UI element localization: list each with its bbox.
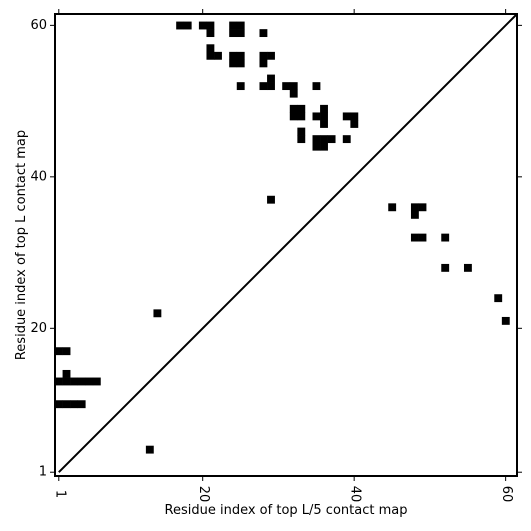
- contact-cell-top-l: [342, 135, 351, 144]
- contact-cell-top-l: [206, 44, 215, 53]
- contact-cell-top-l: [320, 120, 328, 128]
- contact-cell-top-l5: [55, 377, 63, 386]
- contact-cell-top-l: [282, 82, 291, 91]
- contact-cell-top-l5: [410, 233, 419, 242]
- contact-cell-top-l5: [494, 294, 503, 303]
- contact-cell-top-l5: [418, 233, 427, 242]
- contact-cell-top-l: [183, 21, 192, 30]
- contact-cell-top-l: [297, 127, 306, 136]
- contact-cell-top-l: [259, 51, 268, 60]
- contact-cell-top-l: [206, 29, 215, 38]
- contact-cell-top-l: [236, 59, 245, 68]
- contact-cell-top-l: [350, 112, 359, 121]
- contact-cell-top-l: [198, 21, 207, 30]
- contact-cell-top-l: [312, 142, 321, 151]
- contact-cell-top-l5: [77, 400, 86, 409]
- y-axis-title: Residue index of top L contact map: [14, 130, 29, 360]
- plot-frame: [54, 13, 518, 477]
- contact-cell-top-l: [289, 104, 298, 113]
- contact-cell-top-l: [267, 51, 275, 60]
- contact-cell-top-l: [350, 120, 359, 128]
- contact-cell-top-l5: [62, 377, 71, 386]
- y-tick-label: 60: [30, 18, 47, 33]
- contact-cell-top-l5: [418, 203, 427, 212]
- contact-cells: [55, 21, 510, 454]
- y-tick-label: 40: [30, 169, 47, 184]
- contact-cell-top-l: [289, 82, 298, 91]
- contact-cell-top-l5: [70, 400, 79, 409]
- y-tick-label: 20: [30, 321, 47, 336]
- contact-cell-top-l5: [145, 445, 154, 454]
- contact-cell-top-l: [214, 51, 222, 60]
- contact-cell-top-l5: [410, 210, 419, 219]
- contact-cell-top-l: [229, 51, 238, 60]
- contact-cell-top-l: [297, 112, 306, 121]
- diagonal-line: [58, 13, 518, 473]
- contact-cell-top-l5: [410, 203, 419, 212]
- contact-cell-top-l5: [55, 400, 63, 409]
- contact-cell-top-l: [320, 112, 328, 121]
- x-tick-label: 40: [348, 486, 363, 503]
- contact-cell-top-l: [236, 82, 245, 91]
- contact-cell-top-l5: [77, 377, 86, 386]
- y-tick-label: 1: [39, 465, 47, 480]
- contact-cell-top-l: [297, 104, 306, 113]
- contact-cell-top-l5: [501, 316, 510, 325]
- contact-cell-top-l: [312, 82, 321, 91]
- contact-cell-top-l: [229, 59, 238, 68]
- x-tick-label: 1: [52, 490, 67, 498]
- contact-cell-top-l5: [92, 377, 101, 386]
- contact-cell-top-l5: [85, 377, 94, 386]
- x-tick-label: 60: [499, 486, 514, 503]
- contact-cell-top-l: [267, 74, 275, 83]
- contact-cell-top-l5: [463, 263, 472, 272]
- contact-cell-top-l5: [62, 347, 71, 356]
- contact-cell-top-l: [289, 89, 298, 98]
- contact-cell-top-l: [312, 135, 321, 144]
- contact-cell-top-l5: [62, 369, 71, 378]
- contact-cell-top-l5: [441, 233, 450, 242]
- contact-cell-top-l: [176, 21, 185, 30]
- contact-cell-top-l5: [153, 309, 162, 318]
- contact-cell-top-l: [327, 135, 336, 144]
- contact-cell-top-l: [312, 112, 321, 121]
- contact-cell-top-l: [259, 82, 268, 91]
- contact-cell-top-l5: [441, 263, 450, 272]
- contact-cell-top-l5: [55, 347, 63, 356]
- contact-cell-top-l: [320, 142, 328, 151]
- contact-cell-top-l5: [388, 203, 397, 212]
- contact-cell-top-l: [320, 104, 328, 113]
- contact-cell-top-l: [259, 29, 268, 38]
- contact-cell-top-l: [297, 135, 306, 144]
- contact-cell-top-l: [229, 21, 238, 30]
- contact-cell-top-l: [206, 51, 215, 60]
- contact-cell-top-l: [342, 112, 351, 121]
- x-tick-label: 20: [196, 486, 211, 503]
- contact-cell-top-l: [236, 29, 245, 38]
- contact-cell-top-l: [289, 112, 298, 121]
- contact-cell-top-l: [236, 21, 245, 30]
- contact-cell-top-l: [236, 51, 245, 60]
- contact-cell-top-l: [320, 135, 328, 144]
- contact-cell-top-l: [267, 195, 275, 204]
- contact-cell-top-l: [206, 21, 215, 30]
- axis-ticks: 1 20 40 60 1 20 40 60: [30, 9, 522, 502]
- contact-cell-top-l: [267, 82, 275, 91]
- x-axis-title: Residue index of top L/5 contact map: [165, 503, 408, 518]
- contact-cell-top-l5: [62, 400, 71, 409]
- contact-cell-top-l: [259, 59, 268, 68]
- contact-cell-top-l: [229, 29, 238, 38]
- contact-cell-top-l5: [70, 377, 79, 386]
